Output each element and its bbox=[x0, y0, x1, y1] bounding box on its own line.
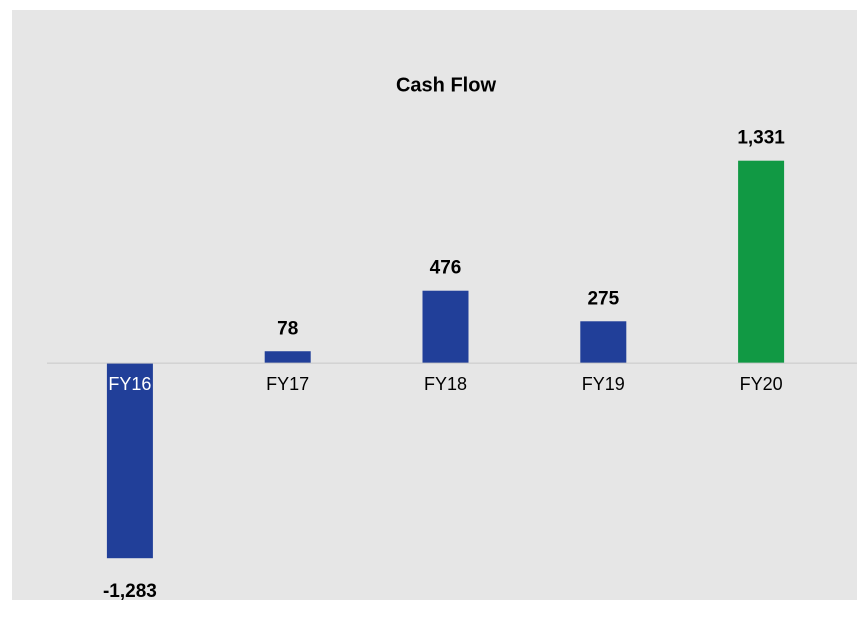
data-label: -1,283 bbox=[103, 581, 157, 602]
bar bbox=[264, 351, 311, 364]
x-tick-label: FY20 bbox=[740, 374, 783, 394]
chart-title: Cash Flow bbox=[396, 74, 496, 96]
bar bbox=[580, 321, 627, 364]
bar bbox=[106, 363, 153, 559]
bar bbox=[422, 290, 469, 364]
data-label: 476 bbox=[430, 258, 462, 279]
x-tick-label: FY18 bbox=[424, 374, 467, 394]
x-tick-label: FY19 bbox=[582, 374, 625, 394]
x-tick-label: FY16 bbox=[108, 374, 151, 394]
x-tick-label: FY17 bbox=[266, 374, 309, 394]
data-label: 1,331 bbox=[737, 128, 785, 149]
data-label: 78 bbox=[277, 318, 298, 339]
bar bbox=[738, 160, 785, 364]
data-label: 275 bbox=[587, 288, 619, 309]
